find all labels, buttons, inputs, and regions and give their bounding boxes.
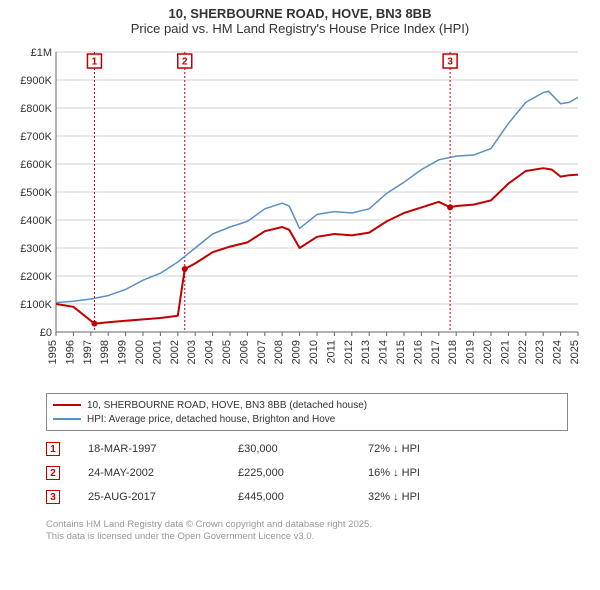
svg-text:2017: 2017 bbox=[430, 340, 442, 364]
svg-text:2009: 2009 bbox=[291, 340, 303, 364]
footer-line2: This data is licensed under the Open Gov… bbox=[46, 531, 568, 543]
svg-text:2024: 2024 bbox=[552, 340, 564, 364]
annotation-marker-1: 1 bbox=[46, 442, 60, 456]
footer: Contains HM Land Registry data © Crown c… bbox=[46, 519, 568, 543]
svg-text:2016: 2016 bbox=[412, 340, 424, 364]
annotation-date-1: 18-MAR-1997 bbox=[88, 443, 238, 455]
annotation-price-3: £445,000 bbox=[238, 491, 368, 503]
annotation-pct-1: 72% ↓ HPI bbox=[368, 443, 488, 455]
svg-text:2018: 2018 bbox=[447, 340, 459, 364]
svg-text:2015: 2015 bbox=[395, 340, 407, 364]
svg-text:2020: 2020 bbox=[482, 340, 494, 364]
chart-title-line2: Price paid vs. HM Land Registry's House … bbox=[0, 21, 600, 36]
annotation-table: 1 18-MAR-1997 £30,000 72% ↓ HPI 2 24-MAY… bbox=[46, 437, 568, 509]
svg-text:2007: 2007 bbox=[256, 340, 268, 364]
svg-text:1996: 1996 bbox=[64, 340, 76, 364]
svg-text:£500K: £500K bbox=[20, 187, 52, 199]
svg-text:1999: 1999 bbox=[117, 340, 129, 364]
svg-text:2002: 2002 bbox=[169, 340, 181, 364]
svg-text:£800K: £800K bbox=[20, 103, 52, 115]
chart-svg: £0 £100K £200K £300K £400K £500K £600K £700K £80… bbox=[10, 42, 590, 387]
svg-text:2000: 2000 bbox=[134, 340, 146, 364]
svg-text:2005: 2005 bbox=[221, 340, 233, 364]
svg-text:2021: 2021 bbox=[499, 340, 511, 364]
annotation-row-1: 1 18-MAR-1997 £30,000 72% ↓ HPI bbox=[46, 437, 568, 461]
svg-text:1995: 1995 bbox=[47, 340, 59, 364]
svg-text:2003: 2003 bbox=[186, 340, 198, 364]
chart-title-block: 10, SHERBOURNE ROAD, HOVE, BN3 8BB Price… bbox=[0, 0, 600, 38]
annotation-pct-3: 32% ↓ HPI bbox=[368, 491, 488, 503]
svg-text:2004: 2004 bbox=[204, 340, 216, 364]
svg-text:2019: 2019 bbox=[465, 340, 477, 364]
svg-text:2011: 2011 bbox=[325, 340, 337, 364]
annotation-date-2: 24-MAY-2002 bbox=[88, 467, 238, 479]
chart-title-line1: 10, SHERBOURNE ROAD, HOVE, BN3 8BB bbox=[0, 6, 600, 21]
svg-text:2013: 2013 bbox=[360, 340, 372, 364]
svg-text:2025: 2025 bbox=[569, 340, 581, 364]
svg-text:1: 1 bbox=[92, 57, 98, 68]
annotation-marker-2: 2 bbox=[46, 466, 60, 480]
svg-text:£200K: £200K bbox=[20, 271, 52, 283]
annotation-price-2: £225,000 bbox=[238, 467, 368, 479]
svg-text:£100K: £100K bbox=[20, 299, 52, 311]
legend-row-1: 10, SHERBOURNE ROAD, HOVE, BN3 8BB (deta… bbox=[53, 398, 561, 412]
legend-row-2: HPI: Average price, detached house, Brig… bbox=[53, 412, 561, 426]
svg-text:£1M: £1M bbox=[31, 47, 52, 59]
footer-line1: Contains HM Land Registry data © Crown c… bbox=[46, 519, 568, 531]
svg-text:£900K: £900K bbox=[20, 75, 52, 87]
svg-text:2012: 2012 bbox=[343, 340, 355, 364]
annotation-date-3: 25-AUG-2017 bbox=[88, 491, 238, 503]
svg-text:£600K: £600K bbox=[20, 159, 52, 171]
annotation-row-2: 2 24-MAY-2002 £225,000 16% ↓ HPI bbox=[46, 461, 568, 485]
chart-area: £0 £100K £200K £300K £400K £500K £600K £700K £80… bbox=[10, 42, 590, 387]
svg-text:2001: 2001 bbox=[151, 340, 163, 364]
svg-text:2006: 2006 bbox=[238, 340, 250, 364]
annotation-pct-2: 16% ↓ HPI bbox=[368, 467, 488, 479]
svg-text:1997: 1997 bbox=[82, 340, 94, 364]
legend-swatch-hpi bbox=[53, 418, 81, 420]
svg-text:2023: 2023 bbox=[534, 340, 546, 364]
svg-text:1998: 1998 bbox=[99, 340, 111, 364]
legend-swatch-price bbox=[53, 404, 81, 406]
svg-text:3: 3 bbox=[447, 57, 453, 68]
svg-text:£300K: £300K bbox=[20, 243, 52, 255]
svg-text:2014: 2014 bbox=[378, 340, 390, 364]
legend-label-price: 10, SHERBOURNE ROAD, HOVE, BN3 8BB (deta… bbox=[87, 400, 367, 411]
svg-text:£0: £0 bbox=[40, 327, 52, 339]
svg-text:2022: 2022 bbox=[517, 340, 529, 364]
annotation-marker-3: 3 bbox=[46, 490, 60, 504]
svg-text:2: 2 bbox=[182, 57, 188, 68]
annotation-row-3: 3 25-AUG-2017 £445,000 32% ↓ HPI bbox=[46, 485, 568, 509]
legend-box: 10, SHERBOURNE ROAD, HOVE, BN3 8BB (deta… bbox=[46, 393, 568, 431]
svg-text:2010: 2010 bbox=[308, 340, 320, 364]
svg-text:£400K: £400K bbox=[20, 215, 52, 227]
annotation-price-1: £30,000 bbox=[238, 443, 368, 455]
legend-label-hpi: HPI: Average price, detached house, Brig… bbox=[87, 414, 335, 425]
svg-text:£700K: £700K bbox=[20, 131, 52, 143]
svg-text:2008: 2008 bbox=[273, 340, 285, 364]
